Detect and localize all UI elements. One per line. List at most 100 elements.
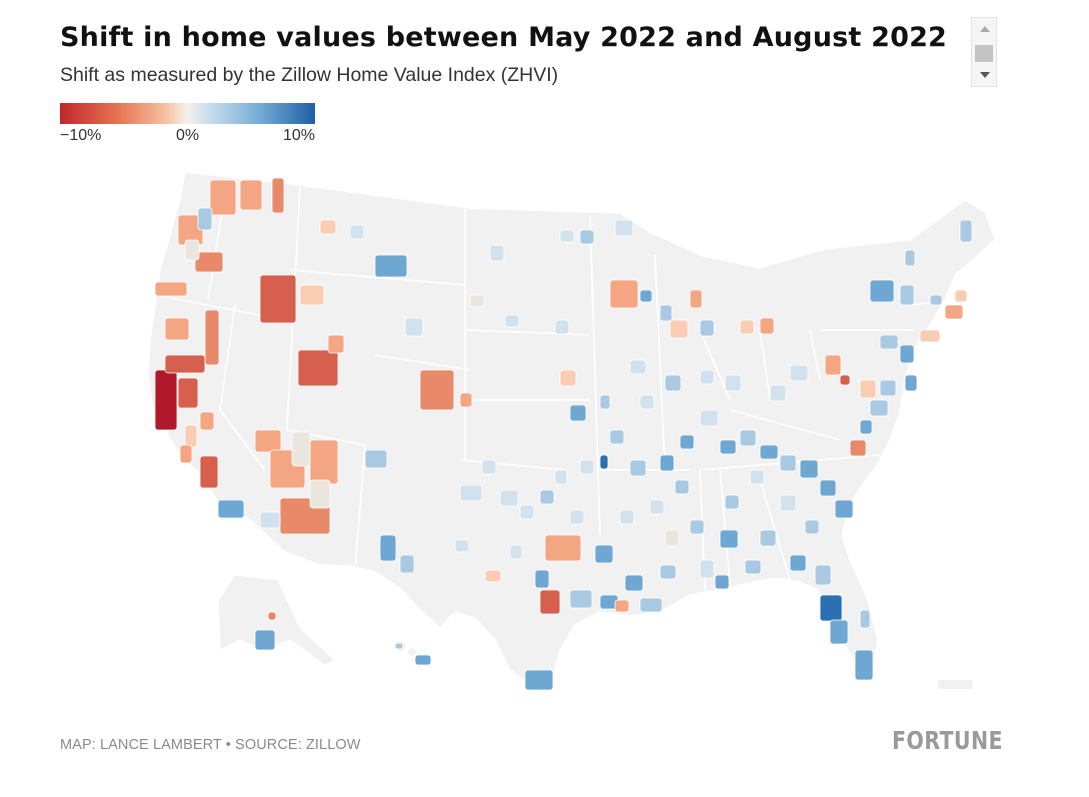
metro-region[interactable] [699,409,719,427]
metro-region[interactable] [364,449,388,469]
metro-region[interactable] [217,499,245,519]
metro-region[interactable] [599,394,611,410]
metro-region[interactable] [534,569,550,589]
metro-region[interactable] [859,379,877,399]
metro-region[interactable] [749,469,765,485]
metro-region[interactable] [199,455,219,489]
metro-region[interactable] [699,369,715,385]
metro-region[interactable] [204,309,220,366]
metro-region[interactable] [879,379,897,397]
metro-region[interactable] [504,314,520,328]
metro-region[interactable] [594,544,614,564]
metro-region[interactable] [579,229,595,245]
metro-region[interactable] [789,554,807,572]
metro-region[interactable] [609,279,639,309]
metro-region[interactable] [614,599,630,613]
metro-region[interactable] [459,392,473,408]
metro-region[interactable] [629,459,647,477]
scroll-up-arrow-icon[interactable] [980,26,990,32]
metro-region[interactable] [319,219,337,235]
metro-region[interactable] [599,454,609,470]
metro-region[interactable] [739,319,755,335]
metro-region[interactable] [819,594,843,622]
metro-region[interactable] [799,459,819,479]
metro-region[interactable] [199,411,215,431]
metro-region[interactable] [299,284,325,306]
scroll-down-arrow-icon[interactable] [980,72,990,78]
metro-region[interactable] [481,459,497,475]
metro-region[interactable] [759,444,779,460]
metro-region[interactable] [327,334,345,354]
metro-region[interactable] [904,374,918,392]
metro-region[interactable] [869,279,895,303]
metro-region[interactable] [154,369,178,431]
metro-region[interactable] [164,317,190,341]
metro-region[interactable] [929,294,943,306]
metro-region[interactable] [664,529,680,547]
metro-region[interactable] [724,374,742,392]
metro-region[interactable] [454,539,470,553]
metro-region[interactable] [459,484,483,502]
metro-region[interactable] [309,439,339,485]
metro-region[interactable] [609,429,625,445]
metro-region[interactable] [779,494,797,512]
metro-region[interactable] [259,511,281,529]
metro-region[interactable] [689,289,703,309]
metro-region[interactable] [399,554,415,574]
metro-region[interactable] [639,289,653,303]
metro-region[interactable] [954,289,968,303]
metro-region[interactable] [484,569,502,583]
metro-region[interactable] [829,619,849,645]
metro-region[interactable] [554,319,570,335]
metro-region[interactable] [177,377,199,409]
metro-region[interactable] [179,444,193,464]
metro-region[interactable] [669,319,689,339]
metro-region[interactable] [379,534,397,562]
metro-region[interactable] [904,249,916,267]
metro-region[interactable] [267,611,277,621]
metro-region[interactable] [659,454,675,472]
metro-region[interactable] [834,499,854,519]
metro-region[interactable] [254,629,276,651]
metro-region[interactable] [714,574,730,590]
metro-region[interactable] [674,479,690,495]
metro-region[interactable] [824,354,842,376]
metro-region[interactable] [519,504,535,520]
metro-region[interactable] [719,529,739,549]
metro-region[interactable] [569,404,587,422]
metro-region[interactable] [291,431,311,467]
metro-region[interactable] [569,509,585,525]
metro-region[interactable] [239,179,263,211]
metro-region[interactable] [839,374,851,386]
metro-region[interactable] [469,294,485,308]
metro-region[interactable] [349,224,365,240]
metro-region[interactable] [544,534,582,562]
metro-region[interactable] [579,459,595,475]
metro-region[interactable] [759,529,777,547]
metro-region[interactable] [769,384,787,402]
metro-region[interactable] [559,369,577,387]
metro-region[interactable] [804,519,820,535]
metro-region[interactable] [624,574,644,592]
metro-region[interactable] [819,479,837,497]
metro-region[interactable] [744,559,762,575]
metro-region[interactable] [209,179,237,216]
metro-region[interactable] [499,489,519,507]
metro-region[interactable] [859,609,871,629]
metro-region[interactable] [719,439,737,455]
metro-region[interactable] [489,244,505,262]
metro-region[interactable] [689,519,705,535]
metro-region[interactable] [739,429,757,447]
metro-region[interactable] [539,589,561,615]
metro-region[interactable] [789,364,809,382]
metro-region[interactable] [869,399,889,417]
metro-region[interactable] [899,344,915,364]
metro-region[interactable] [879,334,899,350]
metro-region[interactable] [619,509,635,525]
metro-region[interactable] [309,479,331,509]
metro-region[interactable] [419,369,455,411]
metro-region[interactable] [854,649,874,681]
metro-region[interactable] [184,424,198,448]
metro-region[interactable] [569,589,593,609]
metro-region[interactable] [919,329,941,343]
